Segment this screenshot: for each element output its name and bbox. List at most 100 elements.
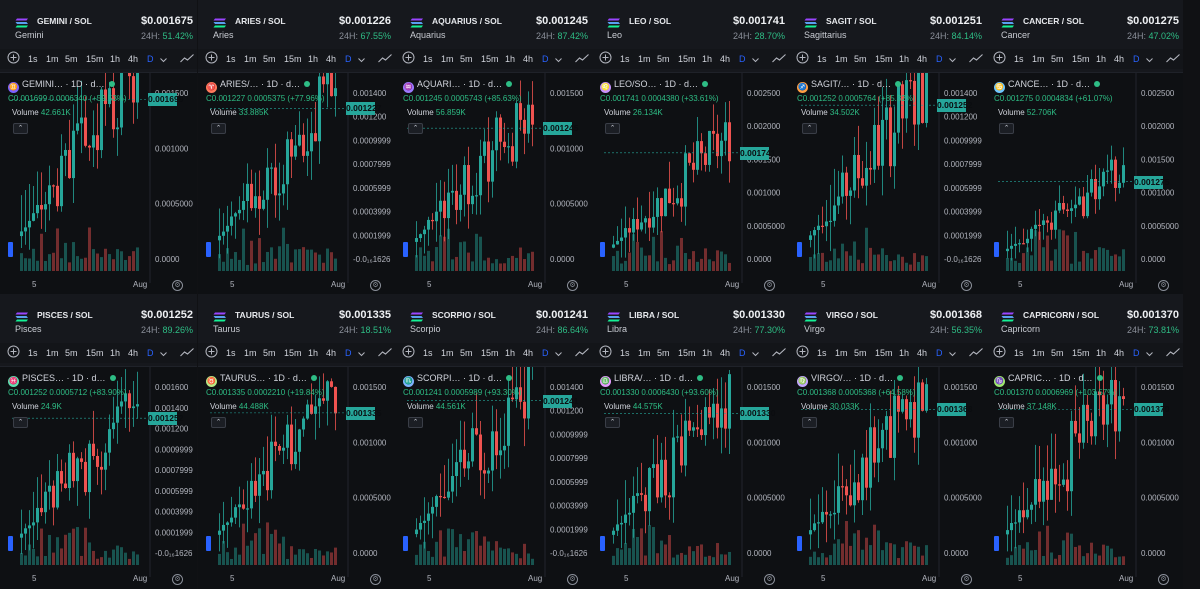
chart-type-icon[interactable] bbox=[575, 54, 589, 65]
timeframe-button[interactable]: 1s bbox=[1014, 348, 1024, 358]
chevron-down-icon[interactable] bbox=[358, 55, 365, 65]
price-chart[interactable]: 0.001500 0.001000 0.0005000 0.0000 ♑ CAPRIC… … bbox=[986, 366, 1183, 589]
timeframe-button[interactable]: 1m bbox=[244, 348, 257, 358]
chart-type-icon[interactable] bbox=[1166, 348, 1180, 359]
price-chart[interactable]: 0.001500 0.001000 0.0005000 0.0000 ♉ TAURUS… … bbox=[198, 366, 395, 589]
chart-type-icon[interactable] bbox=[772, 348, 786, 359]
collapse-legend-button[interactable]: ⌃ bbox=[408, 417, 423, 428]
left-toolbar-handle[interactable] bbox=[797, 242, 802, 257]
timeframe-button[interactable]: 4h bbox=[917, 348, 928, 358]
left-toolbar-handle[interactable] bbox=[403, 536, 408, 551]
left-toolbar-handle[interactable] bbox=[206, 536, 211, 551]
collapse-legend-button[interactable]: ⌃ bbox=[999, 123, 1014, 134]
token-header[interactable]: SCORPIO / SOL $0.001241 Scorpio 24H: 86.64% bbox=[395, 294, 592, 339]
timeframe-button[interactable]: 1h bbox=[1096, 54, 1107, 64]
timeframe-button[interactable]: 1h bbox=[1096, 348, 1107, 358]
timeframe-button[interactable]: 1s bbox=[423, 54, 433, 64]
collapse-legend-button[interactable]: ⌃ bbox=[802, 417, 817, 428]
chevron-down-icon[interactable] bbox=[555, 55, 562, 65]
chart-type-icon[interactable] bbox=[575, 348, 589, 359]
timeframe-button[interactable]: D bbox=[345, 348, 352, 358]
timeframe-button[interactable]: 4h bbox=[1114, 348, 1125, 358]
collapse-legend-button[interactable]: ⌃ bbox=[408, 123, 423, 134]
timeframe-button[interactable]: D bbox=[739, 54, 746, 64]
price-chart[interactable]: 0.001500 0.001000 0.0005000 0.0000 ♎ LIBRA/… … bbox=[592, 366, 789, 589]
chevron-down-icon[interactable] bbox=[160, 349, 167, 359]
timeframe-button[interactable]: 1h bbox=[505, 348, 516, 358]
chart-type-icon[interactable] bbox=[378, 54, 392, 65]
chevron-down-icon[interactable] bbox=[949, 55, 956, 65]
left-toolbar-handle[interactable] bbox=[8, 536, 13, 551]
chart-type-icon[interactable] bbox=[772, 54, 786, 65]
price-chart[interactable]: 0.002500 0.002000 0.001500 0.001000 0.000500… bbox=[986, 72, 1183, 295]
timeframe-button[interactable]: 1h bbox=[505, 54, 516, 64]
add-chart-icon[interactable] bbox=[205, 345, 218, 360]
timeframe-button[interactable]: 1m bbox=[1032, 54, 1045, 64]
chart-type-icon[interactable] bbox=[180, 348, 194, 359]
timeframe-button[interactable]: 1s bbox=[28, 348, 38, 358]
timeframe-button[interactable]: 1m bbox=[835, 348, 848, 358]
timeframe-button[interactable]: 15m bbox=[875, 54, 893, 64]
price-chart[interactable]: 0.001500 0.001000 0.0005000 0.0000 ♍ VIRGO/… … bbox=[789, 366, 986, 589]
gear-icon[interactable]: ⚙ bbox=[961, 574, 972, 585]
chart-type-icon[interactable] bbox=[378, 348, 392, 359]
left-toolbar-handle[interactable] bbox=[206, 242, 211, 257]
gear-icon[interactable]: ⚙ bbox=[764, 574, 775, 585]
timeframe-button[interactable]: 15m bbox=[875, 348, 893, 358]
timeframe-button[interactable]: 4h bbox=[128, 348, 139, 358]
add-chart-icon[interactable] bbox=[599, 345, 612, 360]
timeframe-button[interactable]: 5m bbox=[657, 54, 670, 64]
timeframe-button[interactable]: D bbox=[739, 348, 746, 358]
timeframe-button[interactable]: 1h bbox=[899, 348, 910, 358]
gear-icon[interactable]: ⚙ bbox=[370, 574, 381, 585]
left-toolbar-handle[interactable] bbox=[403, 242, 408, 257]
timeframe-button[interactable]: 5m bbox=[263, 348, 276, 358]
left-toolbar-handle[interactable] bbox=[600, 536, 605, 551]
chevron-down-icon[interactable] bbox=[949, 349, 956, 359]
price-chart[interactable]: 0.001500 0.001000 0.0005000 0.0000 ♒ AQUARI… … bbox=[395, 72, 592, 295]
token-header[interactable]: GEMINI / SOL $0.001675 Gemini 24H: 51.42% bbox=[0, 0, 197, 45]
chevron-down-icon[interactable] bbox=[358, 349, 365, 359]
chevron-down-icon[interactable] bbox=[1146, 349, 1153, 359]
timeframe-button[interactable]: 1h bbox=[110, 54, 121, 64]
timeframe-button[interactable]: 5m bbox=[854, 348, 867, 358]
timeframe-button[interactable]: 1m bbox=[244, 54, 257, 64]
timeframe-button[interactable]: 4h bbox=[523, 348, 534, 358]
collapse-legend-button[interactable]: ⌃ bbox=[605, 123, 620, 134]
timeframe-button[interactable]: D bbox=[147, 54, 154, 64]
add-chart-icon[interactable] bbox=[7, 345, 20, 360]
chevron-down-icon[interactable] bbox=[1146, 55, 1153, 65]
timeframe-button[interactable]: 15m bbox=[1072, 54, 1090, 64]
add-chart-icon[interactable] bbox=[402, 51, 415, 66]
timeframe-button[interactable]: 1h bbox=[110, 348, 121, 358]
collapse-legend-button[interactable]: ⌃ bbox=[13, 123, 28, 134]
timeframe-button[interactable]: 4h bbox=[720, 54, 731, 64]
gear-icon[interactable]: ⚙ bbox=[370, 280, 381, 291]
timeframe-button[interactable]: 4h bbox=[523, 54, 534, 64]
timeframe-button[interactable]: 5m bbox=[263, 54, 276, 64]
timeframe-button[interactable]: 15m bbox=[1072, 348, 1090, 358]
gear-icon[interactable]: ⚙ bbox=[172, 574, 183, 585]
timeframe-button[interactable]: 1m bbox=[441, 348, 454, 358]
timeframe-button[interactable]: 5m bbox=[65, 54, 78, 64]
timeframe-button[interactable]: 5m bbox=[460, 348, 473, 358]
timeframe-button[interactable]: 1m bbox=[46, 54, 59, 64]
add-chart-icon[interactable] bbox=[599, 51, 612, 66]
timeframe-button[interactable]: 1m bbox=[835, 54, 848, 64]
timeframe-button[interactable]: 4h bbox=[326, 54, 337, 64]
chart-type-icon[interactable] bbox=[969, 54, 983, 65]
price-chart[interactable]: 0.001600 0.001400 0.001200 0.0009999 0.00079… bbox=[0, 366, 197, 589]
timeframe-button[interactable]: 5m bbox=[854, 54, 867, 64]
timeframe-button[interactable]: 4h bbox=[1114, 54, 1125, 64]
left-toolbar-handle[interactable] bbox=[8, 242, 13, 257]
gear-icon[interactable]: ⚙ bbox=[961, 280, 972, 291]
timeframe-button[interactable]: D bbox=[345, 54, 352, 64]
price-chart[interactable]: 0.001400 0.001200 0.0009999 0.0007999 0.0005… bbox=[395, 366, 592, 589]
timeframe-button[interactable]: D bbox=[147, 348, 154, 358]
chart-type-icon[interactable] bbox=[1166, 54, 1180, 65]
chart-type-icon[interactable] bbox=[969, 348, 983, 359]
timeframe-button[interactable]: 1m bbox=[638, 54, 651, 64]
timeframe-button[interactable]: D bbox=[1133, 348, 1140, 358]
timeframe-button[interactable]: 1m bbox=[638, 348, 651, 358]
collapse-legend-button[interactable]: ⌃ bbox=[999, 417, 1014, 428]
